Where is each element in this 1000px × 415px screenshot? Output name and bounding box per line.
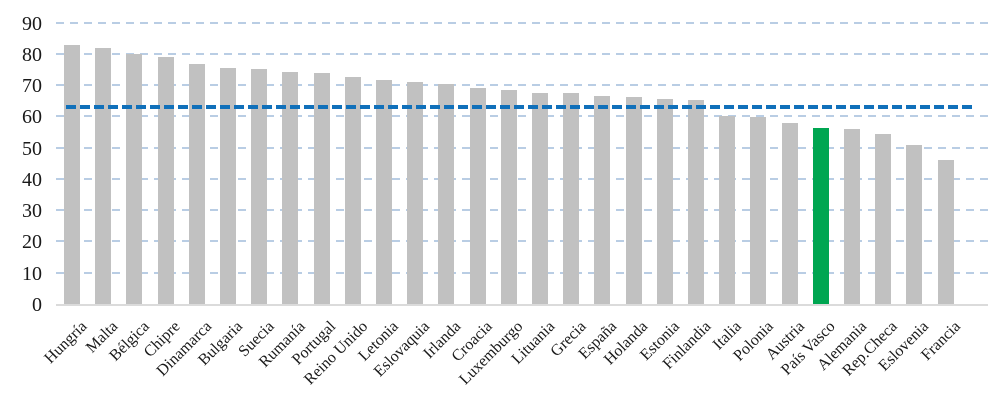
bar bbox=[407, 82, 423, 304]
bar bbox=[782, 123, 798, 304]
bar bbox=[501, 90, 517, 304]
gridline bbox=[56, 21, 988, 24]
bar bbox=[438, 84, 454, 304]
bar bbox=[126, 54, 142, 304]
reference-line bbox=[66, 104, 972, 109]
bar bbox=[906, 145, 922, 304]
bar bbox=[282, 72, 298, 304]
y-axis-tick-label: 30 bbox=[22, 200, 42, 223]
bar bbox=[594, 96, 610, 304]
y-axis-tick-label: 0 bbox=[32, 294, 42, 316]
bar bbox=[657, 99, 673, 304]
x-axis-baseline bbox=[56, 304, 988, 306]
bar bbox=[158, 57, 174, 304]
bar bbox=[470, 88, 486, 304]
gridline bbox=[56, 146, 988, 149]
bar bbox=[345, 77, 361, 304]
gridline bbox=[56, 271, 988, 274]
y-axis-tick-label: 90 bbox=[22, 12, 42, 35]
bar bbox=[220, 68, 236, 304]
y-axis-tick-label: 20 bbox=[22, 231, 42, 254]
bar bbox=[532, 93, 548, 304]
bar bbox=[95, 48, 111, 304]
y-axis-tick-label: 60 bbox=[22, 106, 42, 129]
bar bbox=[750, 117, 766, 304]
bar bbox=[844, 129, 860, 304]
gridline bbox=[56, 52, 988, 55]
y-axis-tick-label: 70 bbox=[22, 75, 42, 98]
bar bbox=[376, 80, 392, 304]
y-axis-tick-label: 10 bbox=[22, 262, 42, 285]
bar bbox=[875, 134, 891, 304]
gridline bbox=[56, 84, 988, 87]
bar bbox=[64, 45, 80, 304]
gridline bbox=[56, 115, 988, 118]
bar bbox=[626, 97, 642, 304]
bar bbox=[938, 160, 954, 304]
bar bbox=[251, 69, 267, 304]
bar bbox=[688, 100, 704, 304]
gridline bbox=[56, 209, 988, 212]
bar bbox=[314, 73, 330, 304]
bar bbox=[719, 116, 735, 304]
y-axis-tick-label: 50 bbox=[22, 137, 42, 160]
y-axis-tick-label: 40 bbox=[22, 168, 42, 191]
gridline bbox=[56, 177, 988, 180]
bar-highlight bbox=[813, 128, 829, 304]
gridline bbox=[56, 240, 988, 243]
y-axis-tick-label: 80 bbox=[22, 43, 42, 66]
bar bbox=[189, 64, 205, 304]
bar bbox=[563, 93, 579, 304]
